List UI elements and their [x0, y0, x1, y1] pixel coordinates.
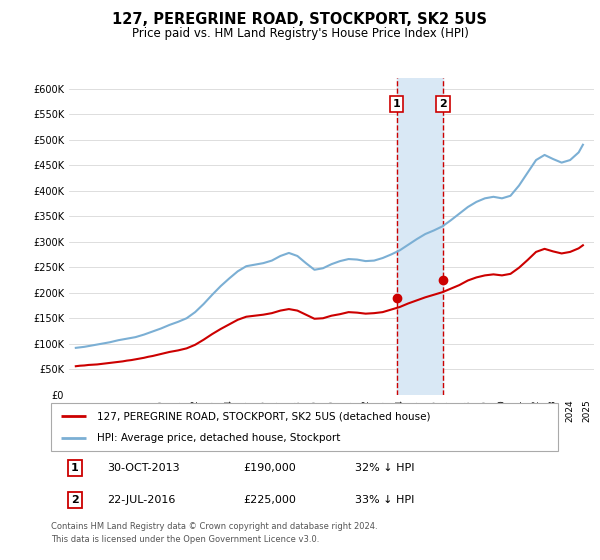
- Text: 2: 2: [439, 99, 447, 109]
- Text: 22-JUL-2016: 22-JUL-2016: [107, 495, 175, 505]
- Text: 33% ↓ HPI: 33% ↓ HPI: [355, 495, 415, 505]
- Text: 1: 1: [393, 99, 401, 109]
- Text: This data is licensed under the Open Government Licence v3.0.: This data is licensed under the Open Gov…: [51, 535, 319, 544]
- Text: Contains HM Land Registry data © Crown copyright and database right 2024.: Contains HM Land Registry data © Crown c…: [51, 522, 377, 531]
- Text: £225,000: £225,000: [244, 495, 296, 505]
- Text: 30-OCT-2013: 30-OCT-2013: [107, 463, 179, 473]
- Text: 127, PEREGRINE ROAD, STOCKPORT, SK2 5US: 127, PEREGRINE ROAD, STOCKPORT, SK2 5US: [113, 12, 487, 27]
- Text: 32% ↓ HPI: 32% ↓ HPI: [355, 463, 415, 473]
- Text: 2: 2: [71, 495, 79, 505]
- FancyBboxPatch shape: [51, 403, 558, 451]
- Text: 1: 1: [71, 463, 79, 473]
- Text: HPI: Average price, detached house, Stockport: HPI: Average price, detached house, Stoc…: [97, 433, 340, 443]
- Text: 127, PEREGRINE ROAD, STOCKPORT, SK2 5US (detached house): 127, PEREGRINE ROAD, STOCKPORT, SK2 5US …: [97, 411, 430, 421]
- Text: Price paid vs. HM Land Registry's House Price Index (HPI): Price paid vs. HM Land Registry's House …: [131, 27, 469, 40]
- Bar: [397, 78, 443, 395]
- Text: £190,000: £190,000: [244, 463, 296, 473]
